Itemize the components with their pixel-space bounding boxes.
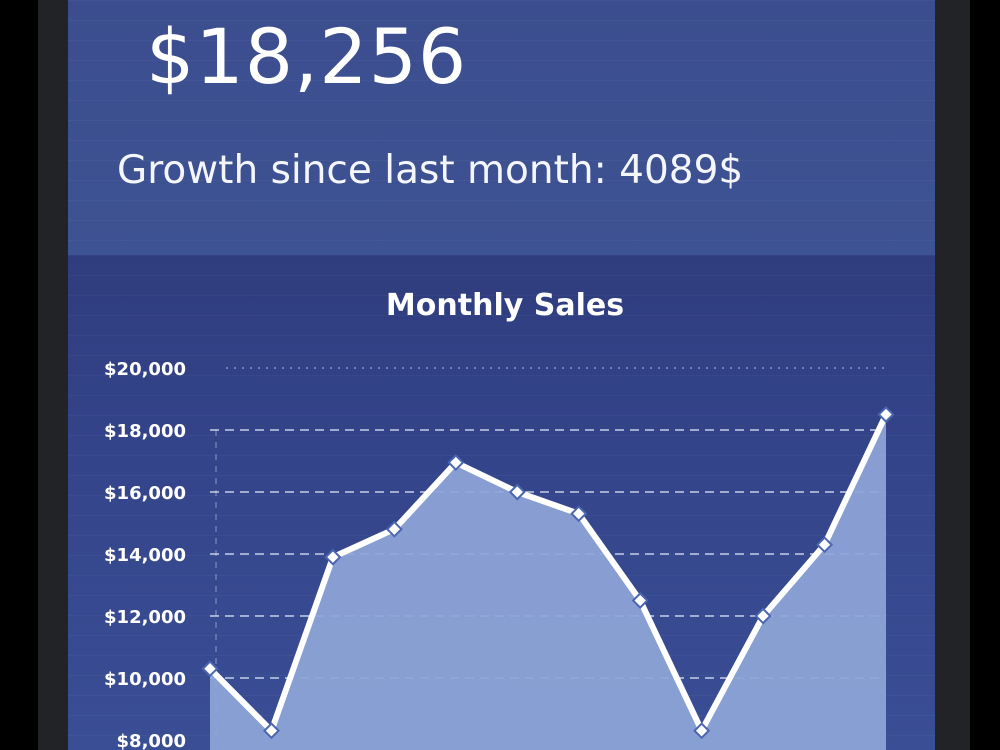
y-tick-label: $10,000: [104, 669, 186, 690]
data-point: [570, 505, 588, 523]
y-tick-label: $16,000: [104, 483, 186, 504]
data-point: [201, 660, 219, 678]
y-tick-label: $18,000: [104, 421, 186, 442]
data-point: [816, 536, 834, 554]
sales-line: [207, 411, 889, 734]
data-point: [262, 722, 280, 740]
data-point: [324, 548, 342, 566]
right-bezel: [935, 0, 970, 750]
chart-panel: Monthly Sales $8,000 $10,000 $12,000 $14,00…: [68, 255, 935, 750]
left-margin: [0, 0, 38, 750]
data-point: [447, 454, 465, 472]
series-line-layer: [207, 411, 889, 734]
data-points: [201, 406, 895, 740]
sales-area-fill: [210, 414, 886, 750]
kpi-growth-text: Growth since last month: 4089$: [117, 148, 744, 193]
data-point: [508, 483, 526, 501]
data-point: [693, 722, 711, 740]
area-fill-layer: [210, 414, 886, 750]
kpi-value: $18,256: [146, 12, 468, 101]
sales-dashboard-card: $18,256 Growth since last month: 4089$ M…: [68, 0, 935, 750]
data-point: [877, 406, 895, 423]
y-tick-label: $14,000: [104, 545, 186, 566]
chart-title: Monthly Sales: [386, 288, 624, 323]
data-point: [385, 520, 403, 538]
y-tick-label: $12,000: [104, 607, 186, 628]
left-bezel: [38, 0, 68, 750]
data-point: [631, 592, 649, 609]
monthly-sales-chart: Monthly Sales $8,000 $10,000 $12,000 $14,00…: [104, 288, 895, 750]
y-axis-tick-labels: $8,000 $10,000 $12,000 $14,000 $16,000 $18,00…: [104, 359, 186, 750]
y-tick-label: $20,000: [104, 359, 186, 380]
data-point: [754, 607, 772, 625]
right-margin: [970, 0, 1000, 750]
y-tick-label: $8,000: [117, 731, 186, 750]
kpi-panel: $18,256 Growth since last month: 4089$: [68, 0, 935, 255]
